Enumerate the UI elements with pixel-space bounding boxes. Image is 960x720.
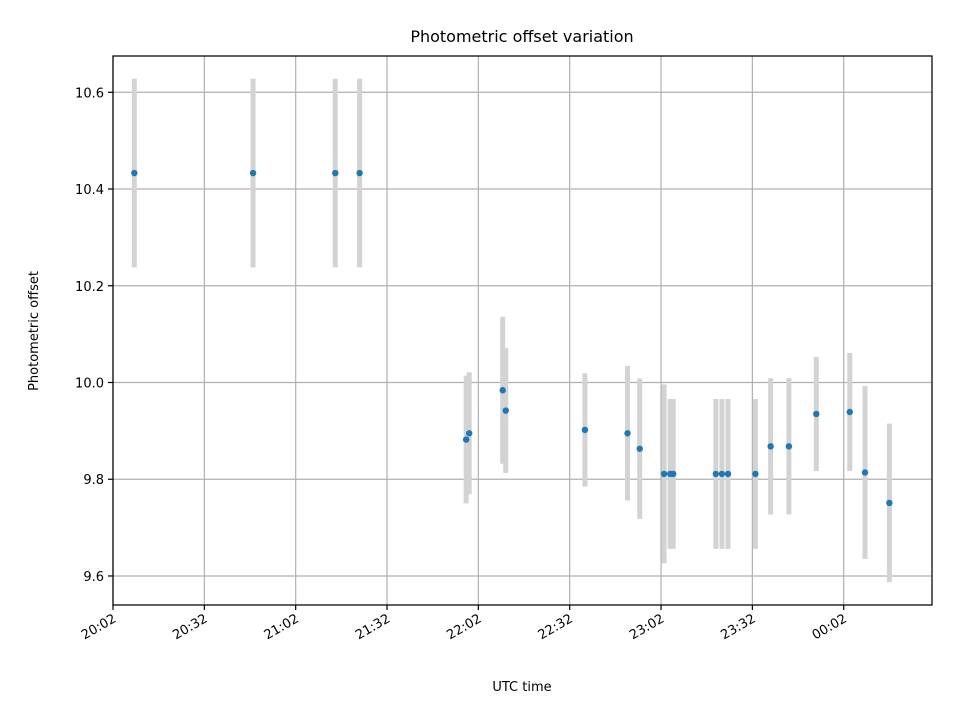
data-point (332, 169, 339, 177)
y-tick-label: 10.4 (75, 183, 104, 198)
data-point (813, 410, 820, 418)
grid (112, 56, 932, 605)
data-point (886, 499, 893, 507)
data-point (131, 169, 138, 177)
y-axis-label: Photometric offset (27, 271, 42, 391)
data-point (712, 470, 720, 478)
data-point (249, 169, 257, 177)
data-points (131, 169, 893, 507)
data-point (724, 470, 732, 478)
y-tick-label: 10.2 (75, 280, 104, 295)
x-axis-label: UTC time (492, 680, 551, 695)
data-point (499, 387, 506, 394)
data-point (785, 443, 793, 450)
data-point (670, 470, 677, 478)
data-point (581, 426, 589, 434)
plot-frame (112, 55, 933, 606)
data-point (752, 470, 759, 478)
chart-title: Photometric offset variation (410, 27, 633, 46)
y-tick-label: 10.0 (75, 376, 104, 391)
y-tick-label: 9.6 (83, 570, 104, 585)
data-point (462, 436, 470, 443)
y-tick-label: 10.6 (75, 86, 104, 101)
data-point (718, 470, 726, 478)
data-point (624, 430, 631, 437)
data-point (846, 408, 853, 416)
data-point (502, 407, 509, 414)
data-point (636, 445, 643, 452)
data-point (861, 469, 869, 476)
data-point (767, 443, 774, 450)
y-axis-ticks: 9.6 9.8 10.0 10.2 10.4 10.6 (75, 86, 113, 585)
y-tick-label: 9.8 (83, 473, 104, 488)
data-point (466, 430, 473, 437)
data-point (356, 169, 363, 177)
data-point (660, 470, 668, 478)
